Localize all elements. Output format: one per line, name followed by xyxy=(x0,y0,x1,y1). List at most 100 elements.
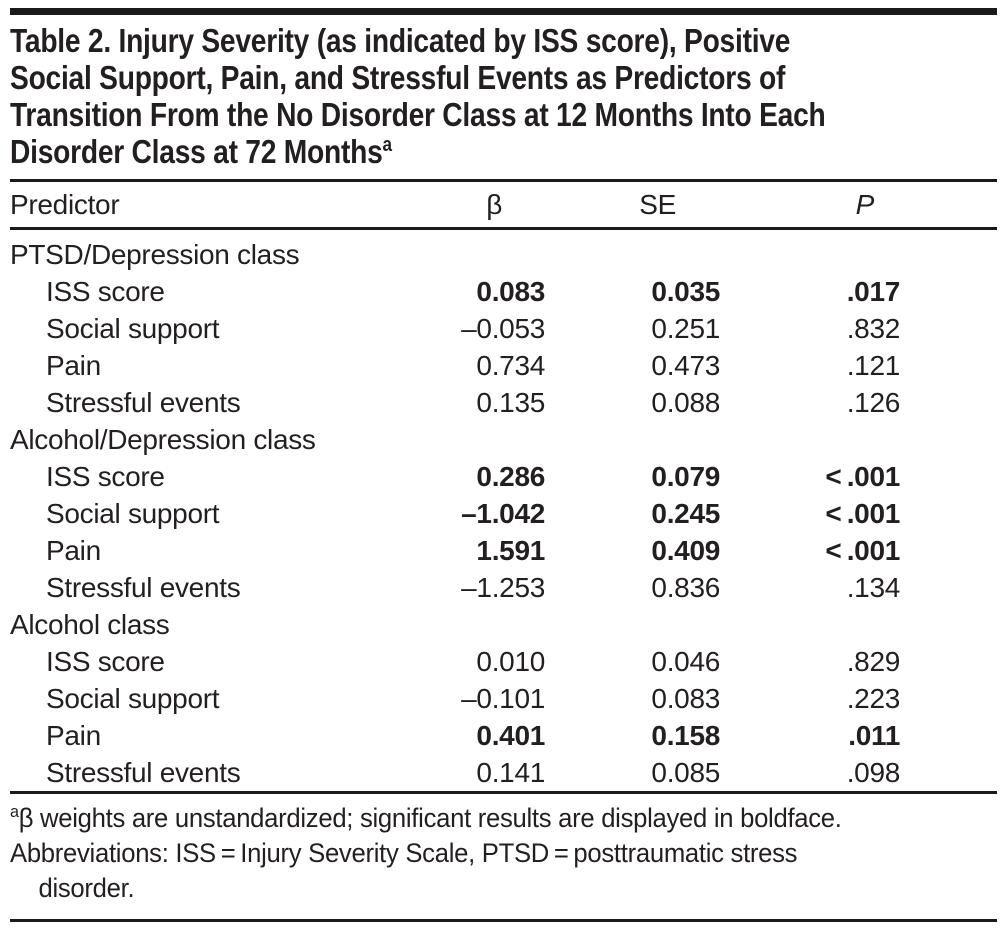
spacer-cell xyxy=(900,532,997,569)
beta-cell: –1.042 xyxy=(461,497,545,529)
table-row: Stressful events –1.253 0.836 .134 xyxy=(10,569,997,606)
title-divider-rule xyxy=(10,179,997,182)
footnote-marker-superscript: a xyxy=(382,134,393,156)
spacer-cell xyxy=(900,569,997,606)
spacer-cell xyxy=(900,384,997,421)
beta-cell: –0.053 xyxy=(461,312,545,344)
top-thick-rule xyxy=(10,8,997,15)
table-row-group: Alcohol/Depression class xyxy=(10,421,997,458)
p-cell: < .001 xyxy=(825,460,900,492)
p-cell: .832 xyxy=(846,312,901,344)
predictor-cell: Pain xyxy=(46,349,101,381)
header-row: Predictor β SE P xyxy=(10,182,997,230)
p-cell: .126 xyxy=(846,386,901,418)
predictor-cell: ISS score xyxy=(46,645,165,677)
table-title-line: Transition From the No Disorder Class at… xyxy=(10,96,826,133)
table-footnote: aβ weights are unstandardized; significa… xyxy=(10,801,997,906)
beta-cell: 0.734 xyxy=(476,349,545,381)
p-cell: .017 xyxy=(846,275,901,307)
predictor-cell: Pain xyxy=(46,534,101,566)
column-header-predictor: Predictor xyxy=(10,182,385,230)
table-row: Stressful events 0.135 0.088 .126 xyxy=(10,384,997,421)
table-title-line-text: Disorder Class at 72 Months xyxy=(10,133,383,170)
table-row: Social support –1.042 0.245 < .001 xyxy=(10,495,997,532)
p-cell: .134 xyxy=(846,571,901,603)
table-row: Social support –0.053 0.251 .832 xyxy=(10,310,997,347)
beta-cell: 0.141 xyxy=(476,756,545,788)
p-cell: .011 xyxy=(848,719,900,751)
column-header-beta: β xyxy=(385,182,545,230)
predictor-cell: Social support xyxy=(46,682,220,714)
table-row: Pain 0.401 0.158 .011 xyxy=(10,717,997,754)
se-cell: 0.085 xyxy=(651,756,720,788)
p-cell: .223 xyxy=(846,682,901,714)
table-row-group: PTSD/Depression class xyxy=(10,229,997,274)
se-cell: 0.046 xyxy=(651,645,720,677)
se-cell: 0.035 xyxy=(651,275,720,307)
se-cell: 0.473 xyxy=(651,349,720,381)
table-header: Predictor β SE P xyxy=(10,182,997,230)
spacer-cell xyxy=(900,643,997,680)
spacer-cell xyxy=(900,458,997,495)
footnote-marker-superscript: a xyxy=(10,802,19,821)
bottom-rule xyxy=(10,919,997,922)
table-row: Social support –0.101 0.083 .223 xyxy=(10,680,997,717)
predictor-cell: Social support xyxy=(46,312,220,344)
table-title-line: Table 2. Injury Severity (as indicated b… xyxy=(10,22,791,59)
p-cell: .098 xyxy=(846,756,901,788)
beta-cell: 0.401 xyxy=(476,719,545,751)
se-cell: 0.251 xyxy=(651,312,720,344)
spacer-cell xyxy=(900,347,997,384)
table-title: Table 2. Injury Severity (as indicated b… xyxy=(10,22,997,170)
predictor-cell: ISS score xyxy=(46,275,165,307)
predictor-cell: Stressful events xyxy=(46,571,241,603)
se-cell: 0.079 xyxy=(651,460,720,492)
beta-cell: 0.010 xyxy=(476,645,545,677)
se-cell: 0.245 xyxy=(651,497,720,529)
spacer-cell xyxy=(900,273,997,310)
spacer-cell xyxy=(900,754,997,793)
footnote-line: Abbreviations: ISS = Injury Severity Sca… xyxy=(10,838,798,868)
table-row: Stressful events 0.141 0.085 .098 xyxy=(10,754,997,793)
beta-cell: –1.253 xyxy=(461,571,545,603)
footnote-line: aβ weights are unstandardized; significa… xyxy=(10,801,948,836)
predictor-cell: Social support xyxy=(46,497,220,529)
predictor-cell: Pain xyxy=(46,719,101,751)
beta-cell: 0.286 xyxy=(476,460,545,492)
p-cell: < .001 xyxy=(825,497,900,529)
beta-cell: 0.083 xyxy=(476,275,545,307)
statistics-table: Predictor β SE P PTSD/Depression class I… xyxy=(10,182,997,794)
group-label: Alcohol/Depression class xyxy=(10,423,316,455)
table-row-group: Alcohol class xyxy=(10,606,997,643)
spacer-cell xyxy=(900,680,997,717)
beta-cell: –0.101 xyxy=(461,682,545,714)
footnote-line: disorder. xyxy=(38,873,135,903)
spacer-cell xyxy=(900,717,997,754)
predictor-cell: Stressful events xyxy=(46,386,241,418)
table-row: Pain 1.591 0.409 < .001 xyxy=(10,532,997,569)
spacer-cell xyxy=(900,310,997,347)
se-cell: 0.836 xyxy=(651,571,720,603)
se-cell: 0.158 xyxy=(651,719,720,751)
table-body: PTSD/Depression class ISS score 0.083 0.… xyxy=(10,229,997,793)
table-row: ISS score 0.083 0.035 .017 xyxy=(10,273,997,310)
beta-cell: 1.591 xyxy=(476,534,545,566)
spacer-cell xyxy=(900,495,997,532)
table-title-line: Social Support, Pain, and Stressful Even… xyxy=(10,59,786,96)
predictor-cell: Stressful events xyxy=(46,756,241,788)
p-cell: .121 xyxy=(846,349,901,381)
table-row: ISS score 0.010 0.046 .829 xyxy=(10,643,997,680)
table-row: ISS score 0.286 0.079 < .001 xyxy=(10,458,997,495)
se-cell: 0.409 xyxy=(651,534,720,566)
column-header-p: P xyxy=(720,182,900,230)
column-header-se: SE xyxy=(545,182,720,230)
column-header-spacer xyxy=(900,182,997,230)
group-label: PTSD/Depression class xyxy=(10,238,300,270)
group-label: Alcohol class xyxy=(10,608,170,640)
predictor-cell: ISS score xyxy=(46,460,165,492)
beta-cell: 0.135 xyxy=(476,386,545,418)
p-cell: < .001 xyxy=(825,534,900,566)
se-cell: 0.083 xyxy=(651,682,720,714)
table-row: Pain 0.734 0.473 .121 xyxy=(10,347,997,384)
